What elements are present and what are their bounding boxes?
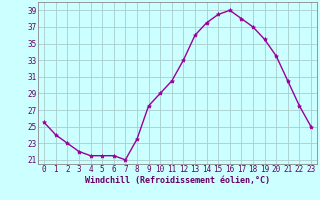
X-axis label: Windchill (Refroidissement éolien,°C): Windchill (Refroidissement éolien,°C) (85, 176, 270, 185)
